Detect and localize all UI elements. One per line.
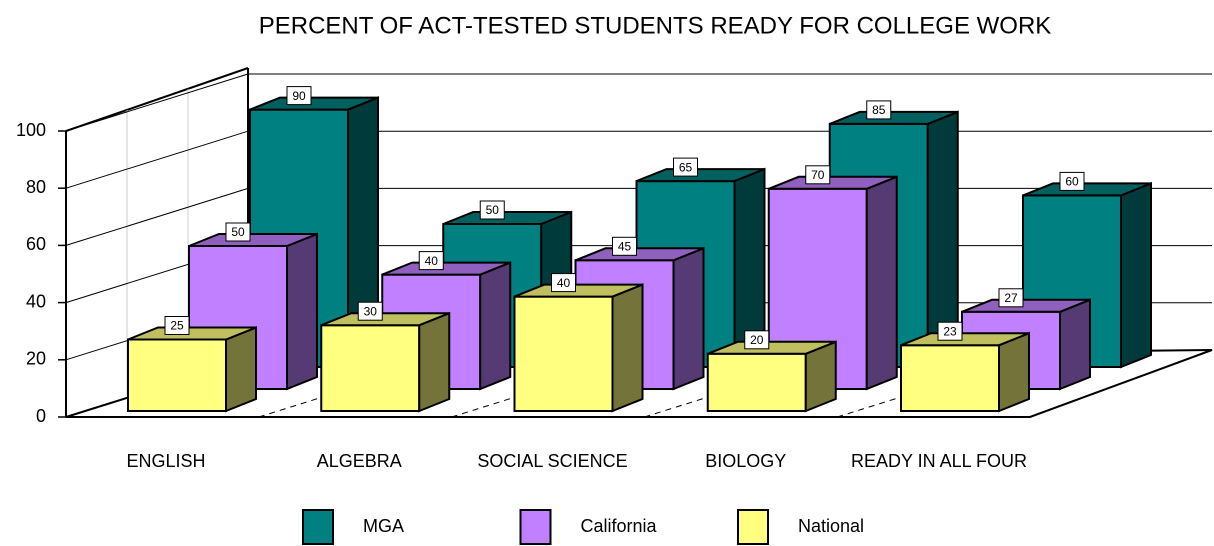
value-label-box (998, 288, 1024, 308)
grid-line (65, 73, 249, 132)
bar (767, 175, 898, 391)
y-tick-label: 100 (16, 120, 46, 140)
x-tick-label: ALGEBRA (317, 451, 402, 471)
bar-face (127, 326, 257, 341)
value-label-box (612, 236, 637, 256)
value-label-box (744, 330, 770, 350)
value-label: 40 (425, 254, 439, 268)
y-tick-label: 60 (26, 234, 46, 254)
legend-label: MGA (363, 516, 404, 536)
bar-face (961, 298, 1091, 313)
value-label-box (551, 273, 576, 293)
value-label-box (225, 222, 251, 242)
value-label: 50 (231, 225, 245, 239)
bar (706, 340, 837, 413)
bar-face (286, 232, 318, 391)
value-label: 30 (364, 304, 378, 318)
legend-swatch (519, 509, 552, 545)
bar-face (829, 110, 959, 125)
bar-face (768, 175, 898, 190)
bar-face (381, 261, 511, 276)
value-label-box (937, 321, 963, 341)
bar-face (513, 295, 614, 412)
legend-label: National (798, 516, 864, 536)
bar-face (188, 233, 318, 247)
y-tick-label: 40 (26, 291, 46, 311)
bar-face (320, 324, 421, 412)
value-label: 60 (1065, 175, 1079, 189)
value-label-box (805, 165, 831, 185)
value-label: 40 (557, 276, 571, 290)
side-wall-top (65, 67, 249, 132)
legend-label: California (581, 516, 658, 536)
value-label-box (479, 200, 505, 220)
value-label: 50 (486, 203, 500, 217)
bar-face (1120, 181, 1152, 369)
value-label: 20 (750, 333, 764, 347)
y-tick-label: 0 (36, 406, 46, 426)
value-label: 90 (292, 89, 306, 103)
value-label-box (866, 100, 892, 120)
grid-line (65, 130, 249, 189)
value-label: 65 (679, 160, 693, 174)
value-label-box (164, 316, 190, 335)
value-label-box (357, 301, 383, 321)
bar-face (900, 344, 1000, 412)
y-tick-label: 20 (26, 349, 46, 369)
bar-face (514, 283, 643, 298)
grid-line (65, 187, 249, 246)
bar-face (225, 326, 257, 413)
value-label: 23 (943, 324, 957, 338)
bar-face (1022, 182, 1152, 197)
chart-title: PERCENT OF ACT-TESTED STUDENTS READY FOR… (259, 12, 1052, 39)
bar-face (249, 96, 379, 111)
bar-face (998, 331, 1030, 413)
bar-face (672, 246, 705, 391)
x-tick-label: BIOLOGY (705, 451, 786, 471)
value-label-box (1059, 171, 1085, 191)
bar (127, 326, 257, 413)
bar (513, 283, 644, 413)
bar-face (127, 338, 227, 412)
bar-face (611, 283, 644, 413)
bar-face (442, 211, 572, 225)
bar-face (706, 352, 807, 412)
bar-face (418, 311, 451, 413)
x-tick-label: SOCIAL SCIENCE (477, 451, 627, 471)
y-tick-label: 80 (26, 177, 46, 197)
value-label: 45 (618, 239, 632, 253)
bar-face (900, 332, 1030, 347)
value-label: 85 (872, 103, 886, 117)
bar-face (575, 247, 704, 262)
bar-face (707, 340, 837, 355)
bar-face (636, 168, 765, 183)
bar-face (1059, 298, 1091, 391)
value-label-box (673, 157, 698, 177)
bar-face (479, 261, 512, 391)
value-label-box (418, 251, 444, 271)
value-label-box (286, 86, 312, 106)
legend-swatch (737, 509, 769, 545)
legend-swatch (302, 509, 334, 545)
bar-face (320, 312, 450, 327)
value-label: 25 (170, 319, 184, 333)
value-label: 27 (1004, 291, 1018, 305)
value-label: 70 (811, 168, 825, 182)
bar (320, 311, 451, 413)
bar-face (865, 175, 898, 391)
x-tick-label: ENGLISH (126, 451, 205, 471)
bar (900, 331, 1030, 413)
x-tick-label: READY IN ALL FOUR (851, 451, 1027, 471)
